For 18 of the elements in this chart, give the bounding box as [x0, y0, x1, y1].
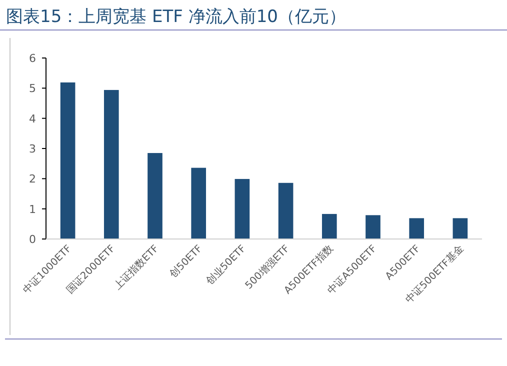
- y-tick-label: 4: [29, 112, 36, 126]
- bar: [191, 168, 206, 239]
- y-tick-label: 2: [29, 172, 36, 186]
- y-tick-label: 3: [29, 142, 36, 156]
- bar: [322, 214, 337, 239]
- bar: [60, 82, 76, 239]
- y-tick-label: 5: [29, 82, 36, 96]
- bar: [148, 153, 162, 239]
- y-tick-label: 1: [29, 202, 36, 216]
- bar: [234, 178, 250, 239]
- bar: [366, 215, 380, 239]
- bar: [104, 90, 119, 239]
- chart-title: 图表15：上周宽基 ETF 净流入前10（亿元）: [6, 7, 346, 27]
- y-tick-label: 6: [29, 52, 36, 65]
- bar: [452, 218, 468, 239]
- bar: [409, 218, 424, 239]
- bar: [278, 182, 294, 239]
- y-tick-label: 0: [29, 233, 36, 246]
